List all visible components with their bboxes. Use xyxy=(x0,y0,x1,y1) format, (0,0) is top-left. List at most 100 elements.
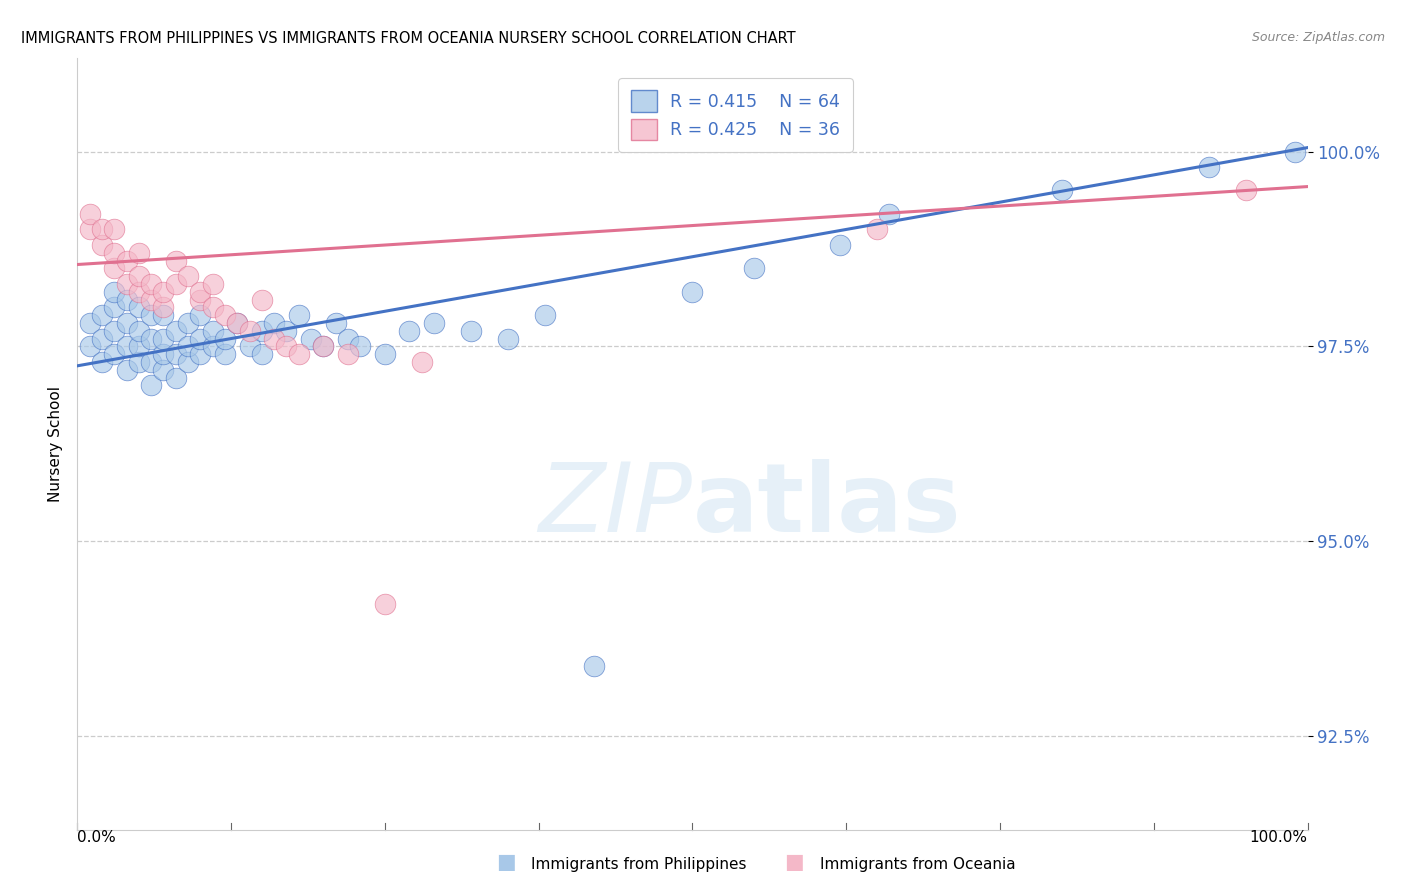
Point xyxy=(349,339,371,353)
Point xyxy=(214,347,236,361)
Point xyxy=(152,285,174,299)
Point xyxy=(177,316,200,330)
Point xyxy=(79,339,101,353)
Point xyxy=(496,332,519,346)
Point xyxy=(201,324,224,338)
Point xyxy=(103,285,125,299)
Point xyxy=(165,347,187,361)
Point xyxy=(1198,160,1220,174)
Point xyxy=(152,332,174,346)
Point xyxy=(583,659,606,673)
Point xyxy=(177,339,200,353)
Point xyxy=(141,308,163,322)
Point xyxy=(374,347,396,361)
Point xyxy=(299,332,322,346)
Point xyxy=(1284,145,1306,159)
Point xyxy=(288,347,311,361)
Point xyxy=(325,316,347,330)
Point xyxy=(830,238,852,252)
Point xyxy=(90,308,114,322)
Point xyxy=(879,207,901,221)
Text: ZIP: ZIP xyxy=(538,459,693,552)
Point xyxy=(742,261,765,276)
Point xyxy=(312,339,335,353)
Point xyxy=(226,316,249,330)
Point xyxy=(79,207,101,221)
Point xyxy=(337,332,360,346)
Point xyxy=(103,324,125,338)
Point xyxy=(263,316,285,330)
Point xyxy=(1234,184,1257,198)
Point xyxy=(250,347,273,361)
Point xyxy=(115,339,138,353)
Text: ■: ■ xyxy=(785,853,804,872)
Point xyxy=(128,301,150,315)
Point xyxy=(276,339,298,353)
Point xyxy=(226,316,249,330)
Point xyxy=(165,324,187,338)
Point xyxy=(115,293,138,307)
Text: Immigrants from Philippines: Immigrants from Philippines xyxy=(531,857,747,872)
Point xyxy=(201,339,224,353)
Point xyxy=(141,332,163,346)
Point xyxy=(423,316,446,330)
Point xyxy=(411,355,433,369)
Point xyxy=(165,370,187,384)
Point xyxy=(115,277,138,291)
Point xyxy=(188,347,212,361)
Point xyxy=(141,378,163,392)
Point xyxy=(263,332,285,346)
Text: 100.0%: 100.0% xyxy=(1250,830,1308,845)
Point xyxy=(141,355,163,369)
Point xyxy=(103,301,125,315)
Point xyxy=(90,222,114,236)
Text: Immigrants from Oceania: Immigrants from Oceania xyxy=(820,857,1015,872)
Point xyxy=(188,308,212,322)
Point xyxy=(177,355,200,369)
Point xyxy=(250,293,273,307)
Text: 0.0%: 0.0% xyxy=(77,830,117,845)
Point xyxy=(103,245,125,260)
Point xyxy=(239,324,262,338)
Point xyxy=(188,285,212,299)
Point xyxy=(128,324,150,338)
Point xyxy=(79,222,101,236)
Point xyxy=(201,277,224,291)
Point xyxy=(103,347,125,361)
Point xyxy=(103,261,125,276)
Point xyxy=(337,347,360,361)
Point xyxy=(152,308,174,322)
Point xyxy=(141,277,163,291)
Point xyxy=(128,269,150,284)
Point xyxy=(1050,184,1073,198)
Point xyxy=(103,222,125,236)
Point xyxy=(90,238,114,252)
Point xyxy=(188,332,212,346)
Point xyxy=(128,339,150,353)
Y-axis label: Nursery School: Nursery School xyxy=(48,385,63,502)
Point xyxy=(682,285,704,299)
Point xyxy=(460,324,482,338)
Point xyxy=(312,339,335,353)
Point xyxy=(90,355,114,369)
Point xyxy=(165,277,187,291)
Point xyxy=(128,355,150,369)
Text: Source: ZipAtlas.com: Source: ZipAtlas.com xyxy=(1251,31,1385,45)
Point xyxy=(276,324,298,338)
Point xyxy=(165,253,187,268)
Point xyxy=(288,308,311,322)
Legend: R = 0.415    N = 64, R = 0.425    N = 36: R = 0.415 N = 64, R = 0.425 N = 36 xyxy=(619,78,852,152)
Point xyxy=(398,324,420,338)
Point xyxy=(115,316,138,330)
Point xyxy=(250,324,273,338)
Point xyxy=(128,285,150,299)
Point xyxy=(177,269,200,284)
Point xyxy=(152,362,174,376)
Point xyxy=(866,222,889,236)
Point xyxy=(374,597,396,611)
Point xyxy=(188,293,212,307)
Point xyxy=(115,362,138,376)
Point xyxy=(214,308,236,322)
Point xyxy=(128,245,150,260)
Text: IMMIGRANTS FROM PHILIPPINES VS IMMIGRANTS FROM OCEANIA NURSERY SCHOOL CORRELATIO: IMMIGRANTS FROM PHILIPPINES VS IMMIGRANT… xyxy=(21,31,796,46)
